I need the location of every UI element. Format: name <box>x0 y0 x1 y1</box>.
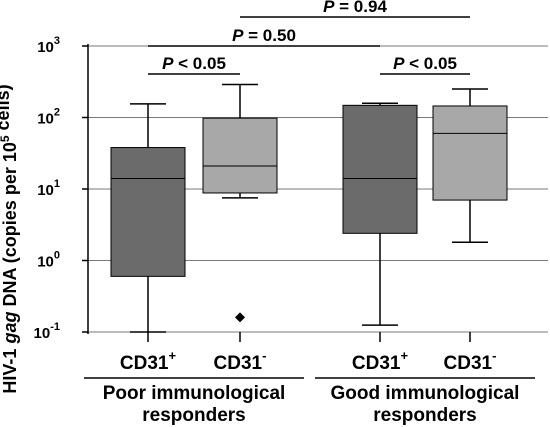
box-iqr <box>432 105 508 201</box>
box-2 <box>342 102 418 326</box>
significance-1: P < 0.05 <box>380 54 470 75</box>
significance-label: P = 0.94 <box>323 0 387 16</box>
y-tick-label-1: 100 <box>37 250 60 271</box>
box-iqr <box>202 117 278 194</box>
box-layer <box>110 83 508 333</box>
outlier-point <box>235 312 245 323</box>
group-label-line2: responders <box>142 405 245 426</box>
box-iqr <box>110 147 186 277</box>
category-label-3: CD31- <box>444 348 497 374</box>
significance-layer: P < 0.05 P < 0.05 P = 0.50 P = 0.94 <box>148 0 470 75</box>
box-iqr <box>342 104 418 234</box>
group-label-line1: Poor immunological <box>103 383 286 404</box>
box-0 <box>110 103 186 333</box>
y-tick-label-4: 103 <box>37 35 60 56</box>
box-3 <box>432 88 508 243</box>
significance-2: P = 0.50 <box>148 26 380 47</box>
group-label-line2: responders <box>373 405 476 426</box>
y-tick-label-0: 10-1 <box>34 321 60 342</box>
box-1 <box>202 83 278 323</box>
significance-label: P < 0.05 <box>393 54 457 73</box>
category-label-0: CD31+ <box>120 348 177 374</box>
y-tick-label-3: 102 <box>37 107 60 128</box>
group-label-line1: Good immunological <box>331 383 520 404</box>
category-label-1: CD31- <box>214 348 267 374</box>
label-layer: CD31+ CD31- CD31+ CD31-Poor immunologicalre… <box>84 348 535 426</box>
significance-label: P < 0.05 <box>162 54 226 73</box>
significance-3: P = 0.94 <box>240 0 470 18</box>
axis-layer: 10-1 100 101 102 103 HIV-1 gag DNA (copies pe… <box>0 35 471 394</box>
significance-label: P = 0.50 <box>232 26 296 45</box>
significance-0: P < 0.05 <box>148 54 240 75</box>
y-axis-label: HIV-1 gag DNA (copies per 105 cells) <box>0 84 20 393</box>
category-label-2: CD31+ <box>352 348 409 374</box>
y-tick-label-2: 101 <box>37 178 60 199</box>
